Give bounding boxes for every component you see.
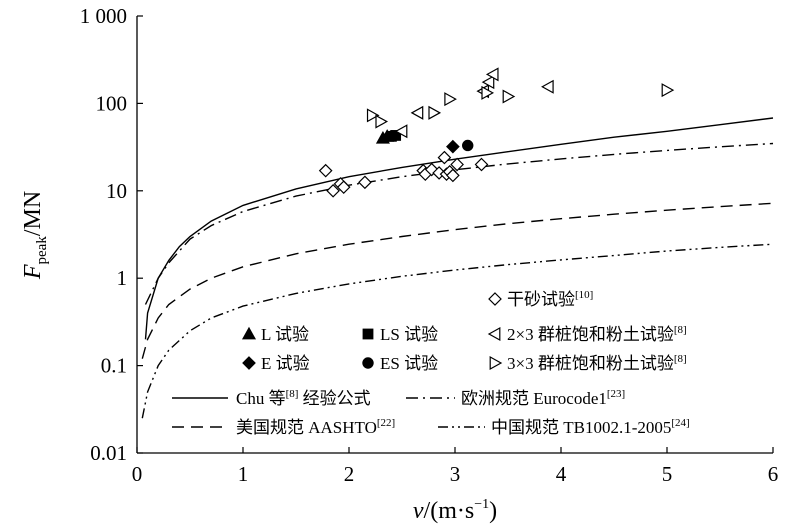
legend-item-aashto: 美国规范 AASHTO[22]: [172, 417, 395, 437]
legend-marker-es_test: [362, 357, 374, 369]
legend-marker-l_test: [241, 326, 257, 340]
legend-marker-group_2x3: [487, 326, 501, 342]
legend-item-e_test: E 试验: [242, 354, 310, 373]
legend-item-es_test: ES 试验: [362, 354, 438, 373]
legend-label: 3×3 群桩饱和粉土试验[8]: [507, 353, 687, 373]
point-dry_sand: [358, 175, 372, 190]
y-axis-label: Fpeak/MN: [20, 191, 50, 280]
y-tick-label: 1: [117, 266, 128, 290]
legend-marker-ls_test: [362, 328, 374, 340]
legend-label: E 试验: [261, 354, 310, 373]
point-group_2x3: [410, 105, 424, 120]
x-tick-label: 2: [344, 462, 355, 486]
point-group_2x3: [394, 124, 408, 139]
legend-item-dry_sand: 干砂试验[10]: [488, 289, 593, 309]
point-es_test: [462, 139, 474, 152]
curve-euro: [144, 142, 774, 305]
point-group_3x3: [428, 105, 442, 120]
point-dry_sand: [474, 157, 489, 172]
curves-layer: [141, 117, 774, 419]
y-tick-label: 100: [96, 91, 128, 115]
point-group_2x3: [485, 67, 499, 82]
point-group_3x3: [444, 92, 457, 107]
y-tick-label: 10: [106, 179, 127, 203]
legend-item-ls_test: LS 试验: [362, 325, 438, 344]
legend-label: 2×3 群桩饱和粉土试验[8]: [507, 324, 687, 344]
point-dry_sand: [326, 183, 340, 198]
point-ls_test: [390, 130, 402, 141]
legend-item-group_2x3: 2×3 群桩饱和粉土试验[8]: [487, 324, 687, 344]
legend-item-l_test: L 试验: [241, 325, 309, 344]
point-e_test: [446, 139, 460, 154]
x-tick-label: 5: [662, 462, 673, 486]
legend-label: LS 试验: [380, 325, 438, 344]
point-dry_sand: [450, 157, 464, 172]
x-ticks: 0 1 2 3 4 5 6: [132, 447, 779, 486]
legend-item-chu: Chu 等[8] 经验公式: [172, 388, 371, 408]
curve-chu: [144, 117, 774, 340]
x-tick-label: 1: [238, 462, 249, 486]
legend-item-group_3x3: 3×3 群桩饱和粉土试验[8]: [489, 353, 687, 373]
legend-label: L 试验: [261, 325, 309, 344]
legend-marker-group_3x3: [489, 355, 503, 371]
x-tick-label: 6: [768, 462, 779, 486]
legend-item-tb: 中国规范 TB1002.1-2005[24]: [438, 417, 690, 437]
y-tick-label: 0.01: [90, 441, 127, 465]
x-tick-label: 3: [450, 462, 461, 486]
point-group_2x3: [541, 79, 554, 94]
points-layer: [318, 67, 675, 198]
point-group_3x3: [375, 114, 389, 129]
point-dry_sand: [318, 163, 333, 178]
point-group_3x3: [502, 89, 516, 104]
point-dry_sand: [336, 180, 351, 195]
x-axis-label: v/(m·s−1): [413, 497, 497, 524]
legend-marker-dry_sand: [488, 292, 502, 306]
legend-label: 美国规范 AASHTO[22]: [236, 417, 395, 437]
point-dry_sand: [446, 168, 460, 183]
legend-label: 欧洲规范 Eurocode1[23]: [461, 388, 625, 408]
y-ticks: 0.01 0.1 1 10 100 1 000: [80, 4, 143, 465]
y-tick-label: 1 000: [80, 4, 127, 28]
x-tick-label: 0: [132, 462, 143, 486]
legend-marker-e_test: [242, 356, 256, 370]
curve-aashto: [141, 202, 774, 359]
legend-item-euro: 欧洲规范 Eurocode1[23]: [406, 388, 625, 408]
point-group_3x3: [661, 83, 675, 98]
legend-label: ES 试验: [380, 354, 438, 373]
point-dry_sand: [437, 150, 452, 165]
point-group_3x3: [366, 108, 380, 123]
legend-label: 中国规范 TB1002.1-2005[24]: [491, 417, 690, 437]
point-group_2x3: [481, 75, 495, 90]
curve-tb: [141, 243, 774, 419]
legend-label: Chu 等[8] 经验公式: [236, 388, 371, 408]
x-tick-label: 4: [556, 462, 567, 486]
axes: [136, 16, 773, 454]
legend: 干砂试验[10] L 试验 LS 试验 E 试验 ES 试验 2×3 群桩饱和粉土试验[8…: [172, 289, 690, 437]
legend-label: 干砂试验[10]: [507, 289, 593, 309]
y-tick-label: 0.1: [101, 354, 127, 378]
point-group_3x3: [481, 85, 495, 100]
